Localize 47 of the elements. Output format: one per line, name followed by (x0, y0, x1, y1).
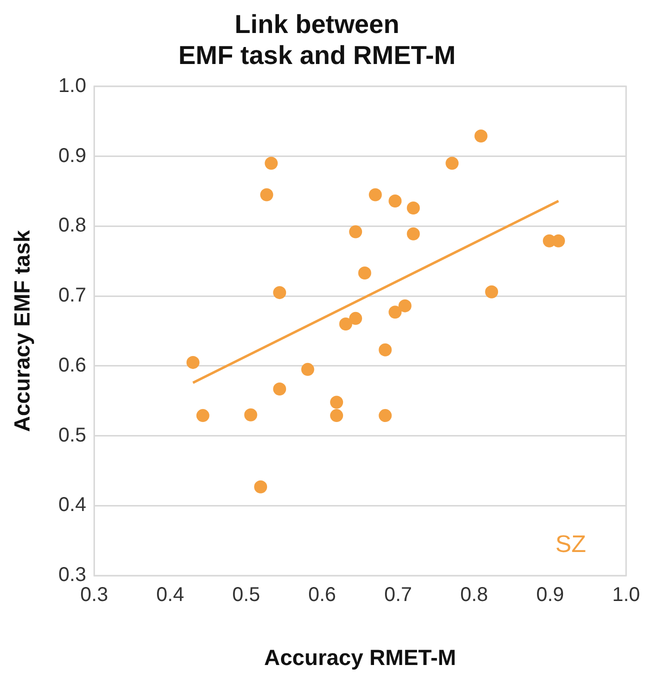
y-axis-title: Accuracy EMF task (9, 229, 34, 432)
point (378, 343, 392, 356)
point (244, 408, 258, 422)
x-tick-label: 0.6 (308, 584, 336, 606)
point (260, 188, 274, 202)
point (301, 362, 314, 376)
x-tick-label: 0.7 (384, 584, 412, 606)
x-tick-label: 0.4 (156, 584, 184, 606)
point (388, 194, 402, 208)
point (474, 130, 488, 143)
x-tick-label: 0.9 (536, 584, 564, 606)
point (358, 266, 372, 280)
point (273, 286, 286, 300)
point (485, 285, 498, 298)
annotation: SZ (555, 531, 586, 558)
point (349, 225, 362, 238)
point (388, 306, 402, 319)
y-tick-label: 0.5 (58, 424, 86, 446)
point (349, 312, 362, 325)
point (273, 382, 286, 396)
point (398, 299, 412, 312)
y-tick-label: 0.6 (58, 354, 86, 376)
point (330, 396, 344, 409)
x-tick-label: 0.5 (232, 584, 260, 606)
point (339, 318, 352, 331)
point (254, 480, 268, 494)
y-tick-label: 0.7 (58, 284, 86, 307)
point (264, 156, 278, 170)
point (196, 409, 210, 422)
y-tick-label: 0.8 (58, 214, 86, 237)
point (330, 409, 344, 422)
point (446, 156, 459, 170)
x-axis-title: Accuracy RMET-M (264, 644, 456, 670)
point (552, 234, 565, 248)
x-tick-label: 1.0 (612, 584, 640, 606)
point (378, 409, 392, 422)
point (406, 202, 420, 214)
point (368, 188, 382, 202)
y-tick-label: 0.4 (58, 494, 86, 516)
point (406, 227, 420, 240)
chart-title: Link between EMF task and RMET-M (178, 8, 456, 70)
y-tick-label: 1.0 (58, 74, 86, 97)
point (186, 356, 200, 369)
x-tick-label: 0.3 (80, 584, 108, 606)
y-tick-label: 0.9 (58, 144, 86, 167)
x-tick-label: 0.8 (460, 584, 488, 606)
y-tick-label: 0.3 (58, 564, 86, 586)
